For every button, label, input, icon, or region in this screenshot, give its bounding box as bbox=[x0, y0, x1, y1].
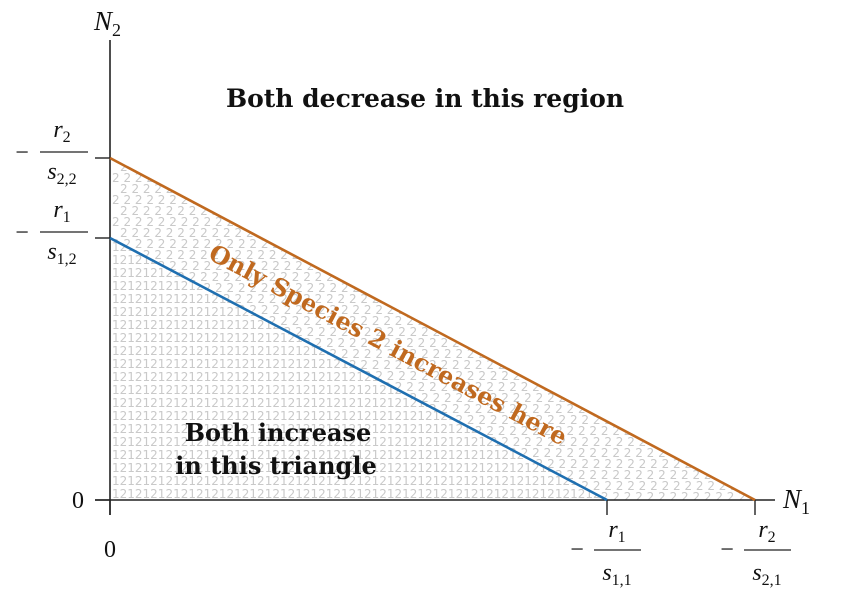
x-tick-label-zero: 0 bbox=[104, 537, 116, 563]
species2-nullcline bbox=[109, 156, 756, 502]
pattern-row: 1212121212121212121212121212121212121212… bbox=[112, 461, 723, 475]
y-axis-label: N2 bbox=[93, 6, 121, 40]
pattern-row: 1212121212121212121212121212121212121212… bbox=[112, 162, 723, 176]
pattern-row: 1212121212121212121212121212121212121212… bbox=[112, 305, 723, 319]
svg-text:r1: r1 bbox=[608, 517, 625, 546]
pattern-row: 2 2 2 2 2 2 2 2 2 2 2 2 2 2 2 2 2 2 2 2 … bbox=[112, 149, 843, 163]
region-label-top: Both decrease in this region bbox=[226, 84, 624, 113]
pattern-row: 1212121212121212121212121212121212121212… bbox=[112, 175, 723, 189]
pattern-row: 2 2 2 2 2 2 2 2 2 2 2 2 2 2 2 2 2 2 2 2 … bbox=[112, 193, 843, 207]
pattern-row: 2 2 2 2 2 2 2 2 2 2 2 2 2 2 2 2 2 2 2 2 … bbox=[120, 160, 843, 174]
tick-marks bbox=[95, 157, 756, 515]
pattern-row: 1212121212121212121212121212121212121212… bbox=[112, 292, 723, 306]
pattern-row: 2 2 2 2 2 2 2 2 2 2 2 2 2 2 2 2 2 2 2 2 … bbox=[112, 171, 843, 185]
x-tick-label-far: − r2 s2,1 bbox=[720, 517, 791, 589]
svg-text:−: − bbox=[720, 537, 734, 563]
region-label-bottom-line1: Both increase bbox=[185, 418, 372, 447]
y-tick-label-upper: − r2 s2,2 bbox=[15, 117, 88, 188]
pattern-row: 1212121212121212121212121212121212121212… bbox=[112, 474, 723, 488]
region-label-bottom-line2: in this triangle bbox=[175, 451, 376, 480]
pattern-row: 2 2 2 2 2 2 2 2 2 2 2 2 2 2 2 2 2 2 2 2 … bbox=[120, 204, 843, 218]
svg-text:s1,2: s1,2 bbox=[47, 239, 76, 268]
svg-text:r2: r2 bbox=[758, 517, 775, 546]
pattern-row: 1212121212121212121212121212121212121212… bbox=[112, 149, 723, 163]
svg-text:r1: r1 bbox=[53, 197, 70, 226]
pattern-row: 2 2 2 2 2 2 2 2 2 2 2 2 2 2 2 2 2 2 2 2 … bbox=[120, 182, 843, 196]
pattern-row: 1212121212121212121212121212121212121212… bbox=[112, 448, 723, 462]
y-tick-label-zero: 0 bbox=[72, 488, 84, 514]
svg-text:r2: r2 bbox=[53, 117, 70, 146]
pattern-row: 1212121212121212121212121212121212121212… bbox=[112, 487, 723, 501]
x-tick-label-near: − r1 s1,1 bbox=[570, 517, 641, 589]
pattern-row: 1212121212121212121212121212121212121212… bbox=[112, 435, 723, 449]
species1-nullcline bbox=[109, 236, 608, 502]
svg-text:s1,1: s1,1 bbox=[602, 560, 631, 589]
svg-text:s2,1: s2,1 bbox=[752, 560, 781, 589]
pattern-row: 1212121212121212121212121212121212121212… bbox=[112, 188, 723, 202]
svg-text:s2,2: s2,2 bbox=[47, 159, 76, 188]
svg-text:−: − bbox=[15, 220, 29, 246]
x-axis-label: N1 bbox=[782, 484, 810, 518]
svg-text:−: − bbox=[15, 140, 29, 166]
y-tick-label-lower: − r1 s1,2 bbox=[15, 197, 88, 268]
svg-text:−: − bbox=[570, 537, 584, 563]
